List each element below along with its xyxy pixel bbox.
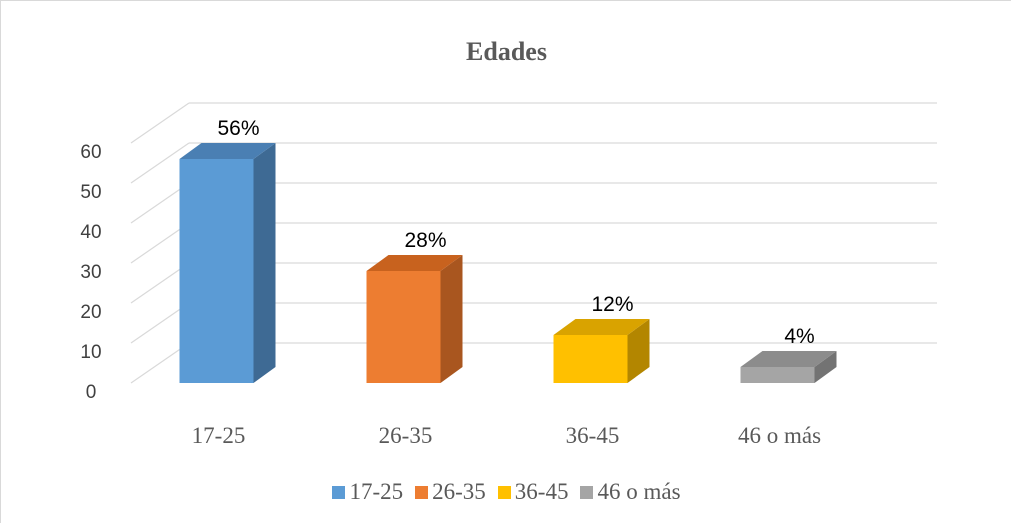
y-tick-label: 60 (80, 142, 101, 163)
bar-side (440, 255, 463, 383)
gridline-side (130, 102, 190, 144)
legend-label: 26-35 (432, 479, 486, 504)
bar (553, 335, 628, 383)
y-tick-label: 30 (80, 262, 101, 283)
legend-item: 36-45 (497, 479, 569, 505)
x-tick-label: 17-25 (192, 423, 246, 448)
gridline-side (130, 262, 190, 304)
legend-label: 17-25 (349, 479, 404, 504)
legend-item: 17-25 (332, 479, 403, 505)
bar (740, 367, 815, 383)
gridline-side (130, 182, 190, 224)
bar-top (740, 351, 837, 367)
gridline-side (130, 302, 190, 344)
bar-top (553, 319, 650, 335)
y-tick-label: 0 (86, 382, 97, 403)
x-tick-label: 36-45 (566, 423, 620, 448)
gridline-side (130, 222, 190, 264)
bar-side (627, 319, 650, 383)
x-tick-label: 26-35 (379, 423, 433, 448)
legend-swatch (415, 485, 429, 499)
legend-label: 46 o más (597, 479, 681, 504)
legend-item: 26-35 (415, 479, 486, 505)
legend-swatch (332, 485, 346, 499)
y-tick-label: 40 (80, 222, 101, 243)
legend-item: 46 o más (580, 479, 681, 505)
x-tick-label: 46 o más (738, 423, 821, 448)
legend-swatch (580, 485, 594, 499)
gridline-side (130, 342, 190, 384)
bar-top (179, 143, 276, 159)
bar-side (814, 351, 837, 383)
y-tick-label: 50 (80, 182, 101, 203)
data-label: 12% (591, 293, 633, 316)
y-tick-label: 10 (80, 342, 101, 363)
y-tick-label: 20 (80, 302, 101, 323)
bar (179, 159, 254, 383)
bar-side (253, 143, 276, 383)
data-label: 28% (404, 229, 446, 252)
bar-top (366, 255, 463, 271)
legend-label: 36-45 (514, 479, 569, 504)
data-label: 4% (784, 325, 814, 348)
bar (366, 271, 441, 383)
gridline-side (130, 142, 190, 184)
data-label: 56% (217, 117, 259, 140)
legend-swatch (497, 485, 511, 499)
chart-title: Edades (466, 37, 547, 66)
chart-legend: 17-25 26-35 36-45 46 o más (1, 479, 1011, 505)
